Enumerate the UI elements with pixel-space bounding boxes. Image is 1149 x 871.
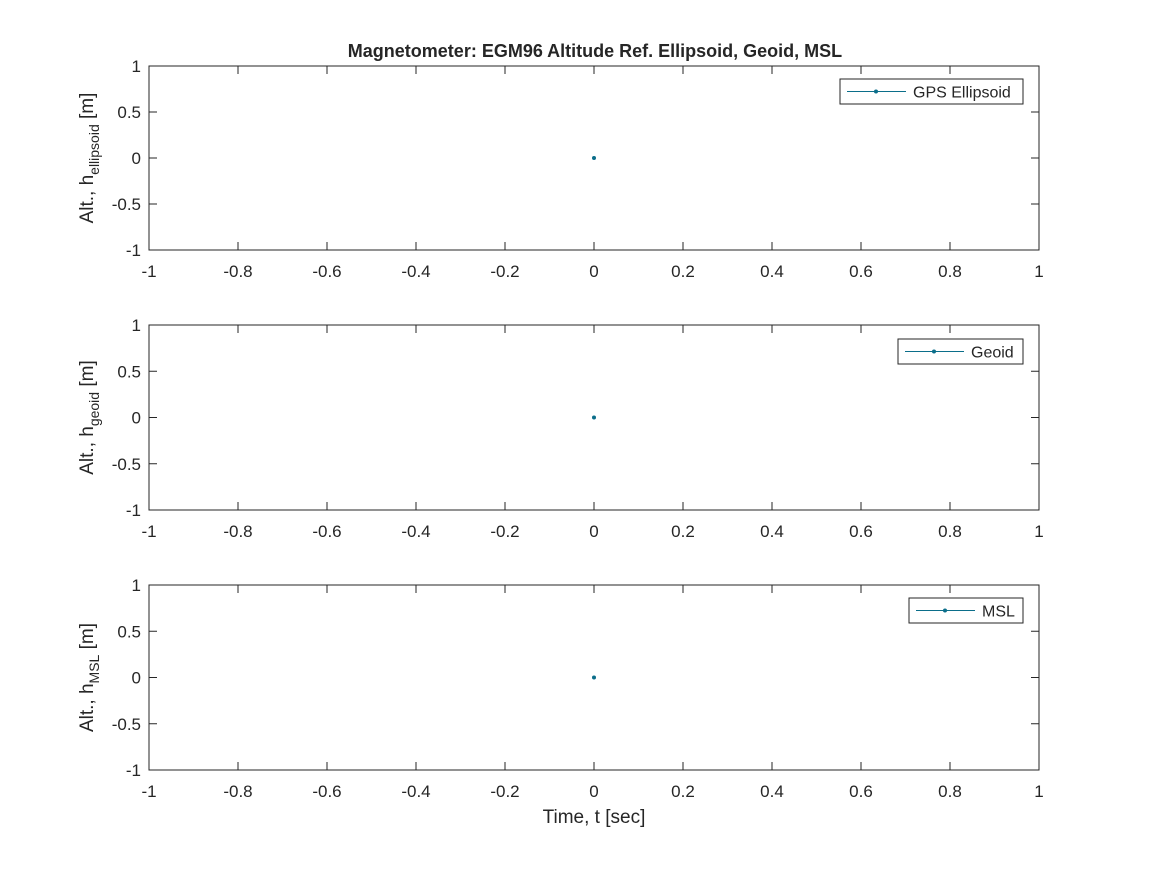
x-tick-label: 0 bbox=[589, 262, 598, 281]
x-tick-label: 0.6 bbox=[849, 522, 873, 541]
data-point bbox=[592, 156, 596, 160]
x-tick-label: 0.2 bbox=[671, 522, 695, 541]
y-axis-label: Alt., hellipsoid [m] bbox=[77, 93, 102, 224]
x-tick-label: -0.6 bbox=[312, 782, 341, 801]
y-label-subscript: geoid bbox=[86, 392, 102, 426]
x-tick-label: -1 bbox=[141, 782, 156, 801]
subplot-3: -1 -0.8 -0.6 -0.4 -0.2 0 0.2 0.4 0.6 0.8 1 -1 -0.5 0 0… bbox=[77, 576, 1044, 828]
legend-label: GPS Ellipsoid bbox=[913, 85, 1011, 102]
x-tick-label: 1 bbox=[1034, 262, 1043, 281]
data-point bbox=[592, 415, 596, 420]
x-tick-label: -0.2 bbox=[490, 262, 519, 281]
y-tick-label: 1 bbox=[132, 57, 141, 76]
x-tick-label: 0.2 bbox=[671, 782, 695, 801]
y-tick-label: -1 bbox=[126, 761, 141, 780]
x-tick-label: 0 bbox=[589, 782, 598, 801]
subplot-1: -1 -0.8 -0.6 -0.4 -0.2 0 0.2 0.4 0.6 0.8 1 -1 -0.5 0 0… bbox=[77, 57, 1044, 281]
data-point bbox=[592, 675, 596, 680]
y-tick-label: -0.5 bbox=[112, 195, 141, 214]
x-tick-label: 0.8 bbox=[938, 782, 962, 801]
x-tick-label: 0.4 bbox=[760, 262, 784, 281]
x-tick-label: 0.8 bbox=[938, 522, 962, 541]
x-tick-label: -0.8 bbox=[223, 782, 252, 801]
y-label-subscript: MSL bbox=[86, 654, 102, 683]
y-tick-label: 0.5 bbox=[117, 103, 141, 122]
figure-title: Magnetometer: EGM96 Altitude Ref. Ellips… bbox=[348, 41, 842, 61]
y-axis-label: Alt., hgeoid [m] bbox=[77, 360, 102, 475]
y-tick-label: 1 bbox=[132, 576, 141, 595]
x-tick-label: -0.8 bbox=[223, 262, 252, 281]
x-tick-label: 0.8 bbox=[938, 262, 962, 281]
x-tick-label: 0.6 bbox=[849, 782, 873, 801]
x-tick-label: 0.2 bbox=[671, 262, 695, 281]
x-tick-label: -0.2 bbox=[490, 522, 519, 541]
legend: Geoid bbox=[897, 338, 1024, 365]
subplot-2: -1 -0.8 -0.6 -0.4 -0.2 0 0.2 0.4 0.6 0.8 1 -1 -0.5 0 0… bbox=[77, 316, 1044, 541]
x-tick-label: -1 bbox=[141, 262, 156, 281]
y-tick-label: 1 bbox=[132, 316, 141, 335]
x-tick-label: 0.4 bbox=[760, 522, 784, 541]
x-tick-label: -0.6 bbox=[312, 522, 341, 541]
x-axis-label: Time, t [sec] bbox=[543, 807, 646, 828]
x-tick-label: -0.6 bbox=[312, 262, 341, 281]
x-tick-label: -0.4 bbox=[401, 522, 430, 541]
x-tick-label: 0.6 bbox=[849, 262, 873, 281]
legend-marker bbox=[932, 349, 936, 354]
y-tick-label: 0 bbox=[132, 149, 141, 168]
y-tick-label: 0 bbox=[132, 409, 141, 428]
legend: GPS Ellipsoid bbox=[839, 78, 1024, 105]
y-tick-label: -1 bbox=[126, 501, 141, 520]
y-tick-label: -1 bbox=[126, 241, 141, 260]
x-tick-label: -0.4 bbox=[401, 782, 430, 801]
y-label-suffix: [m] bbox=[77, 360, 98, 392]
y-label-suffix: [m] bbox=[77, 623, 98, 655]
y-label-subscript: ellipsoid bbox=[86, 124, 102, 175]
y-label-prefix: Alt., h bbox=[77, 426, 98, 475]
legend-label: Geoid bbox=[971, 345, 1014, 362]
legend-marker bbox=[874, 89, 878, 94]
y-label-prefix: Alt., h bbox=[77, 683, 98, 732]
y-tick-label: -0.5 bbox=[112, 455, 141, 474]
legend-marker bbox=[943, 608, 947, 613]
x-tick-label: 0 bbox=[589, 522, 598, 541]
y-tick-label: 0 bbox=[132, 669, 141, 688]
y-tick-label: -0.5 bbox=[112, 715, 141, 734]
legend: MSL bbox=[908, 597, 1024, 624]
y-label-suffix: [m] bbox=[77, 93, 98, 125]
x-tick-label: -1 bbox=[141, 522, 156, 541]
x-tick-label: -0.4 bbox=[401, 262, 430, 281]
x-tick-label: 1 bbox=[1034, 782, 1043, 801]
x-tick-label: 1 bbox=[1034, 522, 1043, 541]
y-tick-label: 0.5 bbox=[117, 362, 141, 381]
x-tick-label: -0.8 bbox=[223, 522, 252, 541]
legend-label: MSL bbox=[982, 604, 1015, 621]
x-tick-label: 0.4 bbox=[760, 782, 784, 801]
x-tick-label: -0.2 bbox=[490, 782, 519, 801]
y-tick-label: 0.5 bbox=[117, 622, 141, 641]
y-label-prefix: Alt., h bbox=[77, 175, 98, 224]
y-axis-label: Alt., hMSL [m] bbox=[77, 623, 102, 732]
